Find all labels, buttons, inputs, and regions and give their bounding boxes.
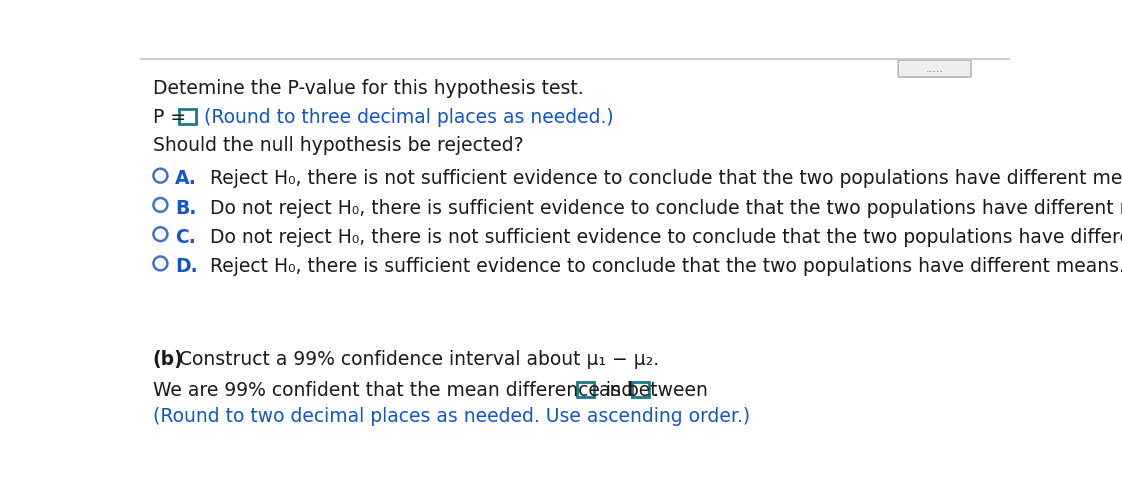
Circle shape: [154, 256, 167, 270]
FancyBboxPatch shape: [632, 382, 649, 398]
Text: P =: P =: [153, 108, 192, 127]
Text: Construct a 99% confidence interval about μ₁ − μ₂.: Construct a 99% confidence interval abou…: [173, 350, 659, 369]
Text: Should the null hypothesis be rejected?: Should the null hypothesis be rejected?: [153, 136, 523, 155]
Text: Detemine the P-value for this hypothesis test.: Detemine the P-value for this hypothesis…: [153, 80, 583, 98]
Circle shape: [154, 227, 167, 241]
FancyBboxPatch shape: [180, 108, 196, 124]
Text: .....: .....: [926, 64, 944, 74]
Text: A.: A.: [175, 170, 197, 188]
Text: .: .: [653, 381, 660, 400]
Text: We are 99% confident that the mean difference is between: We are 99% confident that the mean diffe…: [153, 381, 708, 400]
Text: (Round to two decimal places as needed. Use ascending order.): (Round to two decimal places as needed. …: [153, 407, 749, 426]
Circle shape: [154, 198, 167, 212]
Text: Do not reject H₀, there is sufficient evidence to conclude that the two populati: Do not reject H₀, there is sufficient ev…: [210, 199, 1122, 218]
Text: D.: D.: [175, 257, 197, 276]
Text: Reject H₀, there is not sufficient evidence to conclude that the two populations: Reject H₀, there is not sufficient evide…: [210, 170, 1122, 188]
Text: and: and: [599, 381, 634, 400]
FancyBboxPatch shape: [899, 60, 971, 77]
Text: (Round to three decimal places as needed.): (Round to three decimal places as needed…: [204, 108, 614, 127]
Circle shape: [154, 169, 167, 183]
Text: B.: B.: [175, 199, 196, 218]
Text: C.: C.: [175, 228, 196, 247]
Text: Do not reject H₀, there is not sufficient evidence to conclude that the two popu: Do not reject H₀, there is not sufficien…: [210, 228, 1122, 247]
Text: Reject H₀, there is sufficient evidence to conclude that the two populations hav: Reject H₀, there is sufficient evidence …: [210, 257, 1122, 276]
FancyBboxPatch shape: [578, 382, 595, 398]
Text: (b): (b): [153, 350, 183, 369]
